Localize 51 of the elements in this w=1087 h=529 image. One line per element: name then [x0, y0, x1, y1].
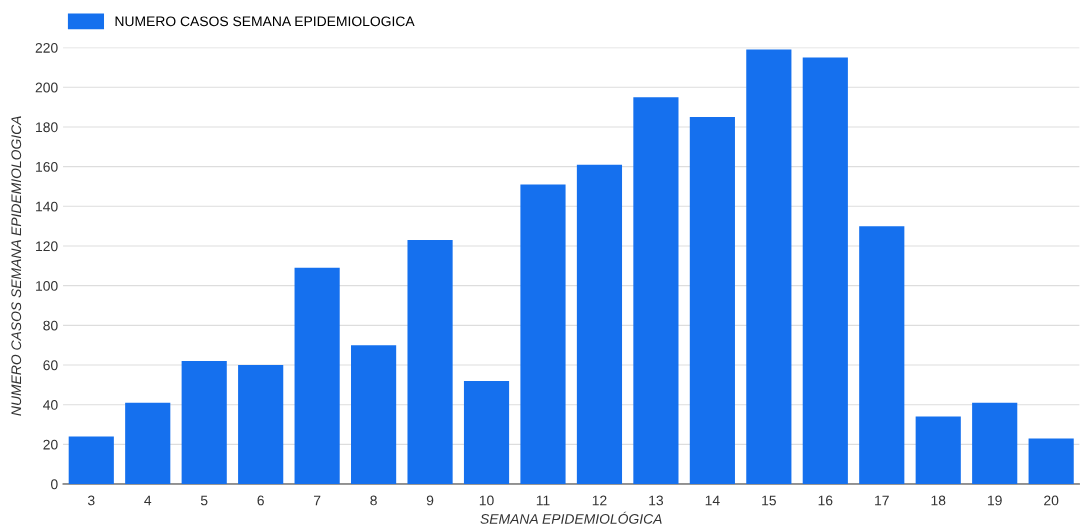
- x-tick-label: 16: [818, 495, 833, 506]
- legend-label: NUMERO CASOS SEMANA EPIDEMIOLOGICA: [115, 16, 415, 27]
- x-tick-label: 10: [479, 495, 494, 506]
- bar: [802, 57, 848, 485]
- y-tick-label: 20: [43, 439, 58, 450]
- bar: [972, 402, 1018, 485]
- x-tick-label: 4: [144, 495, 152, 506]
- bar: [915, 416, 961, 485]
- x-tick-label: 19: [988, 495, 1002, 506]
- y-tick-label: 180: [36, 122, 58, 133]
- bar: [859, 226, 905, 485]
- x-tick-label: 6: [257, 495, 264, 506]
- bar: [181, 361, 227, 485]
- y-tick-label: 0: [51, 479, 58, 490]
- bar: [1028, 438, 1074, 485]
- x-tick-label: 11: [536, 495, 550, 506]
- bar: [463, 380, 510, 485]
- y-tick-label: 60: [43, 360, 58, 371]
- x-tick-label: 9: [426, 495, 434, 506]
- y-axis-title: NUMERO CASOS SEMANA EPIDEMIOLOGICA: [11, 116, 22, 416]
- bar: [68, 436, 114, 485]
- y-tick-label: 160: [36, 161, 58, 172]
- y-tick-label: 200: [35, 82, 58, 93]
- bar: [576, 164, 623, 485]
- x-tick-label: 7: [313, 495, 321, 506]
- bar: [351, 345, 397, 485]
- y-tick-label: 120: [36, 241, 58, 252]
- bar: [633, 97, 679, 485]
- x-tick-label: 8: [370, 495, 377, 506]
- bar: [294, 267, 340, 485]
- bar: [238, 365, 284, 485]
- x-axis-title: SEMANA EPIDEMIOLÓGICA: [480, 511, 662, 524]
- x-tick-label: 12: [592, 495, 607, 506]
- x-tick-label: 14: [705, 495, 720, 506]
- x-tick-label: 17: [875, 495, 889, 506]
- x-tick-label: 20: [1044, 495, 1059, 506]
- y-tick-label: 140: [36, 201, 58, 212]
- bar: [689, 117, 735, 485]
- bar: [125, 402, 171, 485]
- bar: [407, 240, 453, 485]
- y-tick-label: 220: [35, 42, 58, 53]
- x-tick-label: 13: [649, 495, 664, 506]
- x-tick-label: 15: [762, 495, 776, 506]
- x-tick-label: 3: [87, 495, 95, 506]
- y-tick-label: 100: [36, 280, 58, 291]
- y-tick-label: 80: [43, 320, 58, 331]
- y-tick-label: 40: [43, 400, 58, 410]
- x-tick-label: 5: [200, 495, 208, 506]
- bar: [520, 184, 566, 485]
- bar: [746, 49, 792, 485]
- x-tick-label: 18: [931, 495, 946, 506]
